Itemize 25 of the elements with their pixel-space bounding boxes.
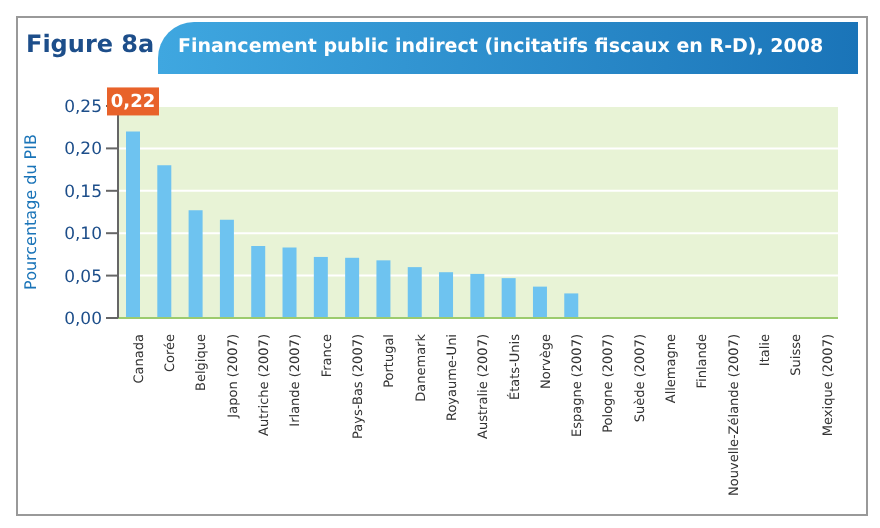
- y-tick-label: 0,20: [64, 140, 102, 161]
- bar: [470, 273, 485, 318]
- bar: [282, 247, 297, 318]
- bar: [532, 286, 547, 318]
- y-tick-label: 0,15: [64, 182, 102, 203]
- bar: [564, 293, 579, 318]
- y-axis-title: Pourcentage du PIB: [21, 134, 40, 290]
- y-tick-label: 0,10: [64, 225, 102, 246]
- bar: [345, 257, 360, 318]
- y-tick-label: 0,05: [64, 267, 102, 288]
- bar: [501, 278, 516, 318]
- bar: [439, 272, 454, 318]
- bar: [126, 131, 140, 318]
- bar: [157, 165, 172, 318]
- y-tick-label: 0,00: [64, 310, 102, 331]
- bar: [188, 210, 203, 318]
- chart-subtitle: Figure 8a: [26, 30, 155, 58]
- chart-title: Financement public indirect (incitatifs fiscaux en R-D), 2008: [158, 22, 858, 74]
- bar: [219, 219, 234, 318]
- y-tick-label: 0,25: [64, 98, 102, 119]
- bar: [313, 256, 328, 318]
- bar: [376, 260, 391, 318]
- bar: [251, 245, 266, 318]
- data-label: 0,22: [110, 93, 156, 114]
- bar: [407, 267, 422, 318]
